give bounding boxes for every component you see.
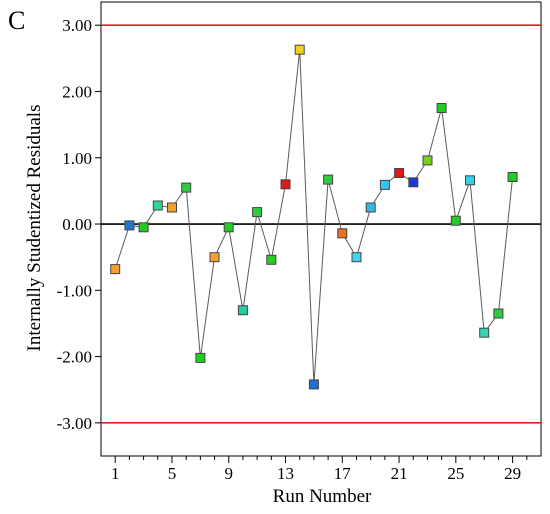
data-point [394,168,405,178]
data-point [436,103,447,113]
data-point [266,254,277,265]
y-tick-label: 1.00 [62,149,92,168]
y-tick-label: -1.00 [57,281,92,300]
data-point [323,174,334,185]
data-point [351,252,362,263]
data-point [252,207,263,218]
data-point [479,327,490,338]
y-axis-label: Internally Studentized Residuals [24,105,45,352]
data-point [294,44,305,55]
x-tick-label: 1 [111,464,120,483]
data-point [181,182,192,193]
x-axis-label: Run Number [273,486,372,507]
x-tick-label: 21 [391,464,408,483]
x-tick-label: 29 [504,464,521,483]
data-point [195,352,206,363]
y-tick-label: 3.00 [62,16,92,35]
data-point [465,175,475,186]
data-point [167,202,177,213]
x-tick-label: 17 [334,464,352,483]
x-tick-label: 13 [277,464,294,483]
data-point [507,172,518,182]
y-tick-label: -2.00 [57,348,92,367]
data-point [450,215,461,226]
reference-lines [101,24,541,424]
data-point [124,220,135,231]
y-tick-label: 0.00 [62,215,92,234]
data-point [337,228,348,239]
data-point [223,222,234,233]
data-point [365,202,376,213]
data-point [408,177,419,188]
data-point [379,179,390,190]
data-point [237,305,248,316]
data-point [422,155,433,166]
x-axis: 1 5 9 13 17 21 25 29 [111,456,528,483]
data-point [209,252,220,263]
x-tick-label: 9 [224,464,233,483]
data-point [110,264,121,275]
residual-series [110,44,518,390]
x-tick-label: 5 [168,464,177,483]
y-tick-label: -3.00 [57,414,92,433]
data-point [493,308,504,319]
panel-label: C [8,6,25,35]
x-tick-label: 25 [447,464,464,483]
data-point [152,200,163,211]
data-point [280,179,291,190]
plot-area [100,1,542,457]
data-point [138,222,149,233]
data-point [308,379,319,390]
y-tick-label: 2.00 [62,82,92,101]
y-axis: 3.00 2.00 1.00 0.00 -1.00 -2.00 -3.00 [57,16,101,433]
